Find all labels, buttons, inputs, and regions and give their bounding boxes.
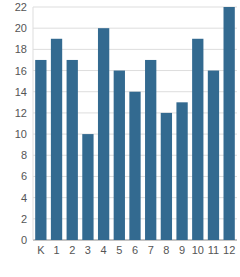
x-tick-label: 11 — [208, 244, 219, 256]
x-tick-label: K — [37, 244, 45, 256]
grid — [33, 7, 237, 240]
y-tick-label: 6 — [21, 170, 27, 182]
grid-line — [33, 70, 237, 71]
grid-line — [33, 28, 237, 29]
y-tick-label: 0 — [21, 234, 27, 246]
bar — [145, 60, 156, 240]
y-tick-label: 20 — [15, 22, 27, 34]
x-tick-label: 1 — [53, 244, 59, 256]
y-tick-label: 8 — [21, 149, 27, 161]
y-axis-line — [33, 7, 34, 240]
x-tick-label: 2 — [69, 244, 75, 256]
bar — [224, 7, 235, 240]
y-tick-label: 18 — [15, 43, 27, 55]
bar — [192, 39, 203, 240]
bar — [114, 71, 125, 240]
bar — [98, 28, 109, 240]
x-tick-label: 7 — [148, 244, 154, 256]
y-tick-label: 2 — [21, 213, 27, 225]
bar — [82, 134, 93, 240]
x-tick-label: 8 — [163, 244, 169, 256]
x-tick-label: 5 — [116, 244, 122, 256]
y-tick-label: 10 — [15, 128, 27, 140]
y-tick-label: 22 — [15, 1, 27, 13]
grid-line — [33, 7, 237, 8]
bar — [35, 60, 46, 240]
chart-svg: 0246810121416182022K123456789101112 — [0, 0, 240, 277]
x-tick-label: 10 — [192, 244, 204, 256]
bar — [129, 92, 140, 240]
x-tick-label: 9 — [179, 244, 185, 256]
x-tick-label: 3 — [85, 244, 91, 256]
y-tick-label: 12 — [15, 107, 27, 119]
bars — [35, 7, 235, 240]
bar — [176, 102, 187, 240]
y-tick-label: 14 — [15, 86, 27, 98]
x-tick-label: 4 — [101, 244, 107, 256]
x-tick-label: 12 — [223, 244, 235, 256]
y-tick-label: 16 — [15, 65, 27, 77]
grid-line — [33, 49, 237, 50]
bar — [161, 113, 172, 240]
x-tick-label: 6 — [132, 244, 138, 256]
chart-container: 0246810121416182022K123456789101112 — [0, 0, 240, 277]
bar — [51, 39, 62, 240]
y-tick-label: 4 — [21, 192, 27, 204]
bar — [67, 60, 78, 240]
bar — [208, 71, 219, 240]
